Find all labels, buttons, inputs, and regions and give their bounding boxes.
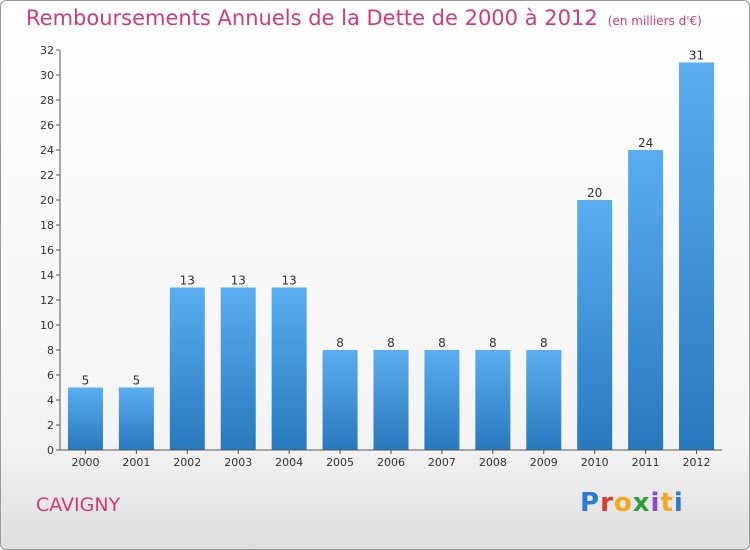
proxiti-logo: Proxiti <box>580 488 684 518</box>
y-tick-label: 4 <box>47 394 54 407</box>
bar <box>628 150 664 450</box>
x-tick-label: 2011 <box>632 456 660 469</box>
logo-letter: o <box>613 488 633 518</box>
x-tick-label: 2004 <box>275 456 303 469</box>
x-tick-label: 2012 <box>683 456 711 469</box>
y-tick-label: 16 <box>40 244 54 257</box>
bar-value-label: 8 <box>489 336 497 350</box>
bar-value-label: 20 <box>587 186 602 200</box>
y-tick-label: 6 <box>47 369 54 382</box>
logo-letter: i <box>673 488 684 518</box>
bar <box>577 200 613 450</box>
x-tick-label: 2010 <box>581 456 609 469</box>
x-axis: 2000 2001 2002 2003 2004 2005 2006 2007 2008 2009… <box>60 449 722 469</box>
bar <box>373 350 409 450</box>
y-tick-label: 20 <box>40 194 54 207</box>
y-tick-label: 26 <box>40 119 54 132</box>
x-tick-label: 2003 <box>224 456 252 469</box>
bar-value-label: 5 <box>133 374 141 388</box>
x-tick-label: 2008 <box>479 456 507 469</box>
y-tick-label: 2 <box>47 419 54 432</box>
bar <box>475 350 511 450</box>
x-tick-label: 2007 <box>428 456 456 469</box>
y-tick-label: 14 <box>40 269 54 282</box>
bar-value-label: 5 <box>82 374 90 388</box>
y-tick-label: 24 <box>40 144 54 157</box>
y-tick-label: 12 <box>40 294 54 307</box>
bars: 5 5 13 13 13 8 8 8 8 8 20 24 31 <box>67 49 715 450</box>
y-tick-label: 8 <box>47 344 54 357</box>
x-tick-label: 2001 <box>122 456 150 469</box>
bar <box>271 287 307 450</box>
bar <box>424 350 460 450</box>
chart-title-text: Remboursements Annuels de la Dette de 20… <box>26 6 598 30</box>
bar-value-label: 13 <box>282 274 297 288</box>
bar <box>322 350 358 450</box>
bar-value-label: 13 <box>180 274 195 288</box>
logo-letter: i <box>650 488 661 518</box>
y-tick-label: 32 <box>40 44 54 57</box>
bar-value-label: 31 <box>689 49 704 63</box>
bar-value-label: 24 <box>638 136 653 150</box>
chart-unit: (en milliers d'€) <box>607 14 702 28</box>
bar-value-label: 8 <box>540 336 548 350</box>
y-tick-label: 10 <box>40 319 54 332</box>
x-tick-label: 2009 <box>530 456 558 469</box>
bar-value-label: 8 <box>438 336 446 350</box>
bar-value-label: 8 <box>387 336 395 350</box>
y-tick-label: 30 <box>40 69 54 82</box>
bar <box>169 287 205 450</box>
commune-name: CAVIGNY <box>36 494 121 516</box>
bar-value-label: 8 <box>336 336 344 350</box>
logo-letter: x <box>632 488 651 518</box>
bar-value-label: 13 <box>231 274 246 288</box>
bar <box>679 62 715 450</box>
logo-letter: r <box>600 488 614 518</box>
x-tick-label: 2006 <box>377 456 405 469</box>
y-tick-label: 0 <box>47 444 54 457</box>
bar <box>220 287 256 450</box>
bar <box>118 387 154 450</box>
bar <box>526 350 562 450</box>
y-tick-label: 18 <box>40 219 54 232</box>
x-tick-label: 2000 <box>71 456 99 469</box>
y-tick-label: 28 <box>40 94 54 107</box>
y-tick-label: 22 <box>40 169 54 182</box>
bar <box>67 387 103 450</box>
x-tick-label: 2002 <box>173 456 201 469</box>
logo-letter: t <box>660 488 674 518</box>
chart-title: Remboursements Annuels de la Dette de 20… <box>26 6 702 30</box>
logo-letter: P <box>580 488 601 518</box>
x-tick-label: 2005 <box>326 456 354 469</box>
